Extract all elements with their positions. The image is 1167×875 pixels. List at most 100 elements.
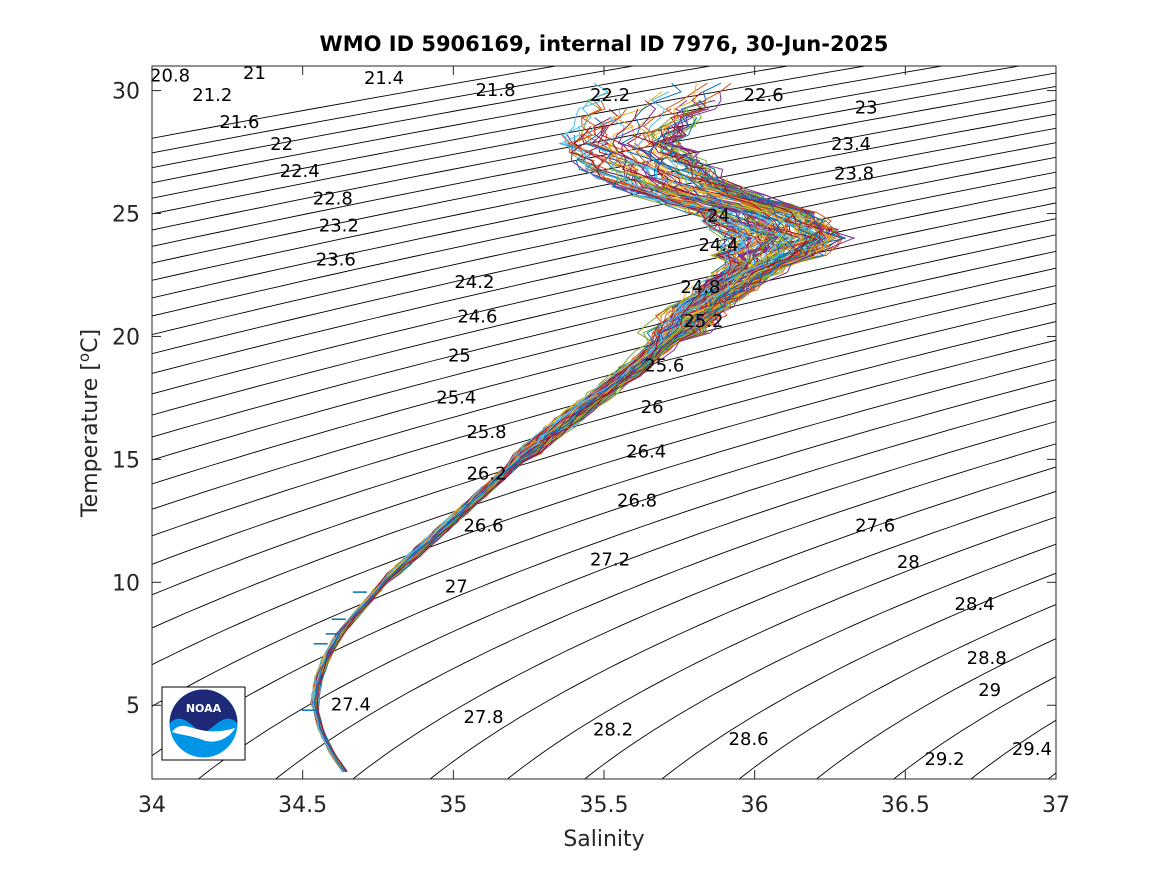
contour-label: 29	[978, 680, 1001, 701]
contour-line	[152, 234, 1056, 461]
contour-label: 29.4	[1012, 739, 1052, 760]
contour-line	[738, 603, 1056, 779]
contour-line	[152, 267, 1056, 510]
profile-lines	[310, 82, 856, 772]
contour-label: 22	[270, 134, 293, 155]
contour-label: 21.8	[475, 80, 515, 101]
contour-line	[583, 543, 1056, 779]
noaa-logo-navy	[169, 689, 238, 733]
contour-label: 27.4	[331, 695, 371, 716]
contour-label: 23.8	[834, 164, 874, 185]
profile-line	[312, 160, 794, 772]
contour-line	[197, 421, 1056, 779]
contour-label: 27.2	[590, 550, 630, 571]
contour-line	[152, 250, 1056, 485]
contour-line	[152, 379, 1056, 707]
y-tick-label: 10	[112, 571, 140, 596]
chart-title: WMO ID 5906169, internal ID 7976, 30-Jun…	[320, 32, 889, 56]
x-tick-label: 34	[138, 793, 166, 818]
contour-label: 23.6	[316, 250, 356, 271]
contour-label: 22.6	[744, 85, 784, 106]
contour-line	[152, 171, 1056, 374]
contour-label: 25.4	[436, 387, 476, 408]
contour-label-group: 20.8 21 21.4 21.8 22.2 22.6 23 21.2 21.6 22 23.4 22…	[150, 63, 1052, 770]
x-tick-label: 34.5	[278, 793, 327, 818]
profile-line	[311, 194, 741, 772]
contour-label: 22.2	[590, 85, 630, 106]
contour-label: 26	[641, 397, 664, 418]
contour-line	[152, 66, 945, 215]
contour-label: 26.6	[463, 515, 503, 536]
contour-line	[661, 572, 1056, 779]
contour-line	[152, 302, 1056, 565]
noaa-logo-text: NOAA	[186, 702, 222, 715]
contour-label: 25.8	[466, 422, 506, 443]
contour-line	[152, 339, 1056, 629]
profile-line	[316, 134, 736, 772]
contour-label: 26.4	[626, 442, 666, 463]
contour-label: 23.4	[831, 134, 871, 155]
contour-label: 24.4	[698, 235, 738, 256]
x-tick-label: 35.5	[580, 793, 629, 818]
contour-line	[152, 113, 1056, 299]
contour-label: 25.6	[644, 356, 684, 377]
contour-label: 20.8	[150, 65, 190, 86]
contour-line	[815, 638, 1056, 779]
contour-line	[429, 490, 1056, 779]
x-tick-label: 36	[741, 793, 769, 818]
x-tick-label: 35	[439, 793, 467, 818]
contour-label: 24.8	[680, 277, 720, 298]
contour-line	[352, 466, 1056, 779]
y-tick-label: 20	[112, 325, 140, 350]
contour-line	[152, 156, 1056, 355]
contour-label: 28.4	[955, 594, 995, 615]
y-tick-label: 15	[112, 448, 140, 473]
contour-label: 27	[445, 577, 468, 598]
contour-label: 28	[897, 552, 920, 573]
profile-line	[316, 151, 795, 772]
contour-label: 23.2	[319, 215, 359, 236]
contour-label: 26.8	[617, 491, 657, 512]
x-tick-label: 36.5	[881, 793, 930, 818]
contour-label: 21.2	[192, 85, 232, 106]
contour-line	[152, 72, 1056, 247]
contour-line	[1111, 54, 1167, 792]
x-axis-label: Salinity	[563, 827, 644, 852]
y-axis-label-main: Temperature [	[78, 362, 103, 518]
y-axis: 5 10 15 20 25 30	[112, 80, 1056, 719]
y-axis-label-unit: C]	[78, 329, 103, 353]
y-tick-label: 5	[126, 694, 140, 719]
noaa-logo: NOAA	[161, 686, 246, 761]
contour-label: 21	[243, 63, 266, 84]
contour-label: 23	[855, 97, 878, 118]
contour-line	[152, 66, 868, 199]
contour-line	[152, 285, 1056, 537]
noaa-logo-wave	[172, 725, 235, 742]
y-axis-label: Temperature [oC]	[75, 329, 103, 518]
contour-line	[152, 86, 1056, 264]
contour-line	[152, 359, 1056, 666]
contour-line	[274, 443, 1056, 779]
contour-label: 26.2	[466, 464, 506, 485]
contour-line	[152, 399, 1056, 757]
profile-line	[313, 126, 821, 772]
contour-label: 28.6	[729, 729, 769, 750]
y-tick-label: 30	[112, 80, 140, 105]
contour-label: 25.2	[683, 311, 723, 332]
contour-label: 24.6	[457, 306, 497, 327]
contour-label: 22.4	[280, 161, 320, 182]
contour-line	[152, 127, 1056, 317]
contour-line	[506, 516, 1056, 779]
contour-line	[152, 66, 791, 184]
contour-label: 28.2	[593, 719, 633, 740]
contour-label: 25	[448, 346, 471, 367]
contour-label: 24.2	[454, 272, 494, 293]
contour-line	[152, 142, 1056, 335]
contour-line	[152, 66, 1022, 231]
contour-label: 24	[707, 206, 730, 227]
contour-label: 22.8	[313, 188, 353, 209]
dash-markers	[301, 591, 367, 711]
contour-line	[152, 218, 1056, 438]
contour-label: 27.8	[463, 707, 503, 728]
contour-label: 21.6	[219, 112, 259, 133]
